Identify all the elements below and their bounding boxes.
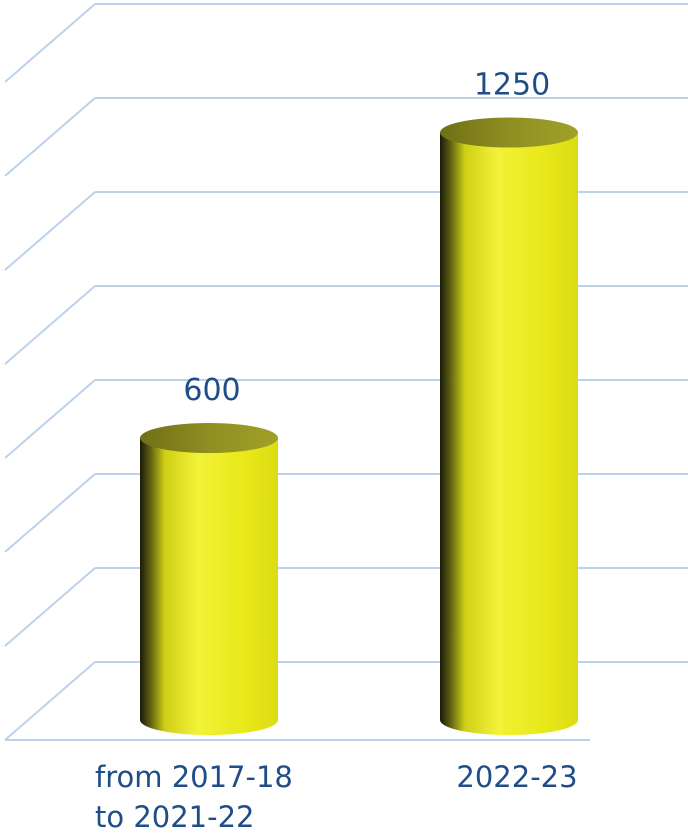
labels: 600 from 2017-18 to 2021-22 1250 2022-23 <box>95 68 578 835</box>
gridline-side-1200 <box>4 97 96 177</box>
bar-top-1 <box>140 423 278 453</box>
value-label-2: 1250 <box>474 68 550 103</box>
bar-body-1 <box>140 438 278 735</box>
category-label-1-line-2: to 2021-22 <box>95 800 255 834</box>
bars <box>140 117 578 735</box>
gridline-side-600 <box>4 379 96 459</box>
gridline-side-400 <box>4 473 96 553</box>
category-label-1-line-1: from 2017-18 <box>95 760 293 794</box>
gridlines <box>4 3 688 741</box>
gridline-side-1000 <box>4 191 96 271</box>
bar-top-2 <box>440 117 578 148</box>
gridline-side-0 <box>4 661 96 741</box>
gridline-side-800 <box>4 285 96 365</box>
bar-2 <box>440 117 578 735</box>
category-label-2-line-1: 2022-23 <box>456 760 577 794</box>
gridline-side-200 <box>4 567 96 647</box>
bar-body-2 <box>440 132 578 735</box>
bar-1 <box>140 423 278 735</box>
category-label-2: 2022-23 <box>456 760 577 794</box>
value-label-1: 600 <box>183 373 240 408</box>
gridline-side-1400 <box>4 3 96 83</box>
category-label-1: from 2017-18 to 2021-22 <box>95 760 293 834</box>
